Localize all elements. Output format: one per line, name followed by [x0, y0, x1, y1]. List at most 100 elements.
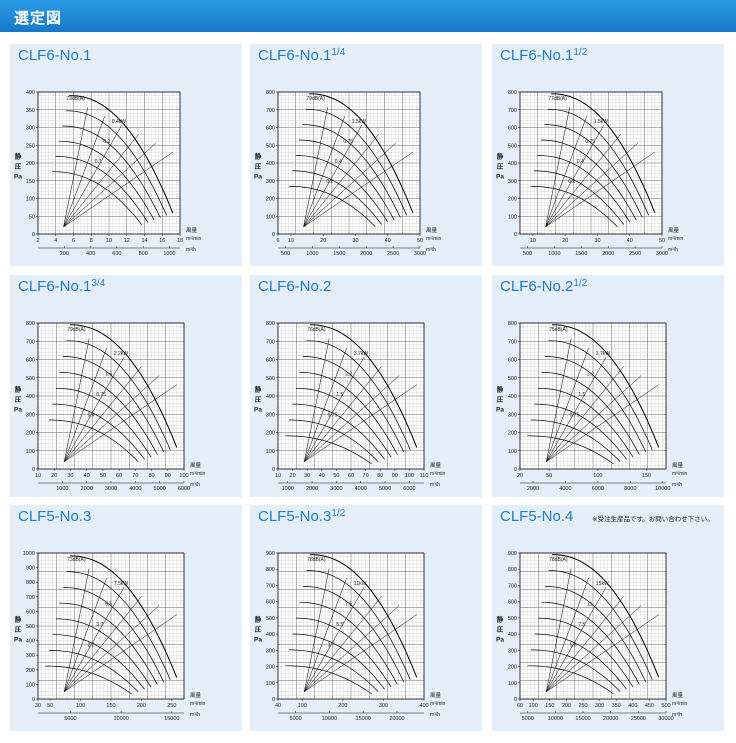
y-axis-label: 静	[497, 385, 504, 394]
grid	[277, 91, 421, 235]
chart-svg: 0 100 200 300 400 500 600 700 800 静圧 Pa 10 20 30 40 50 6…	[14, 321, 205, 492]
y-tick-label: 0	[514, 697, 517, 703]
chart-title-fraction: 1/2	[331, 508, 346, 519]
y-axis-label: 圧	[497, 163, 504, 171]
fan-curve	[285, 665, 372, 695]
x-axis-unit-h: m³/h	[430, 482, 440, 488]
x2-tick-label: 1000	[282, 486, 294, 492]
fan-curve	[295, 617, 392, 688]
x2-tick-label: 2000	[527, 486, 539, 492]
curve-power-label: 0.4	[335, 159, 342, 165]
chart-title-fraction: 1/2	[573, 47, 588, 58]
x2-tick-label: 4000	[559, 486, 571, 492]
resistance-line	[304, 356, 365, 462]
y-tick-label: 800	[508, 321, 517, 327]
resistance-line	[303, 107, 328, 227]
x-tick-label: 250	[578, 703, 587, 709]
resistance-line	[304, 366, 382, 462]
fan-curve	[540, 139, 637, 221]
chart-panel: CLF6-No.1 0 50 100 150 200 250 300 350 400 静圧 Pa 2 4 6…	[10, 44, 242, 266]
resistance-lines	[304, 338, 417, 462]
y-tick-label: 500	[508, 376, 517, 382]
curve-power-label: 2.2	[587, 372, 594, 378]
chart-title-base: CLF6-No.1	[500, 47, 574, 64]
x2-tick-label: 400	[86, 251, 95, 257]
y-tick-label: 200	[508, 431, 517, 437]
resistance-line	[303, 125, 362, 228]
resistance-line	[304, 375, 400, 462]
fan-curve	[552, 324, 660, 448]
x-tick-label: 200	[562, 703, 571, 709]
y-axis-label: 圧	[15, 396, 22, 404]
y-tick-label: 800	[508, 90, 517, 96]
chart-svg: 0 100 200 300 400 500 600 700 800 静圧 Pa 6 10 20 30 40 50…	[254, 90, 441, 257]
fan-curve	[55, 156, 149, 223]
y-tick-label: 200	[266, 665, 275, 671]
x-tick-label: 16	[159, 238, 165, 244]
x-axis-label: 風量	[672, 462, 684, 469]
x-tick-label: 100	[405, 473, 414, 479]
chart-title-fraction: 1/4	[331, 47, 346, 58]
y-tick-label: 500	[266, 616, 275, 622]
x-axis-unit-min: m³/min	[430, 701, 445, 707]
fan-curve	[52, 403, 145, 460]
x-tick-label: 14	[141, 238, 147, 244]
curve-power-label: 0.2	[326, 179, 333, 185]
chart-svg: 0 100 200 300 400 500 600 700 800 900 静圧 Pa 60 100 150…	[496, 551, 687, 722]
fan-curve	[534, 403, 627, 460]
resistance-line	[303, 116, 345, 227]
y-tick-label: 400	[26, 394, 35, 400]
resistance-line	[304, 384, 417, 462]
resistance-line	[64, 568, 90, 692]
fan-curve	[552, 554, 660, 678]
x-tick-label: 10	[106, 238, 112, 244]
grid	[277, 322, 425, 470]
x2-tick-label: 15000	[575, 716, 590, 722]
y-tick-label: 600	[508, 358, 517, 364]
curve-power-label: 0.4	[577, 159, 584, 165]
resistance-lines	[303, 107, 414, 228]
y-tick-label: 600	[266, 358, 275, 364]
curve-power-label: 7.5	[345, 602, 352, 608]
chart-panel: CLF6-No.11/4 0 100 200 300 400 500 600 700 800 静圧 P…	[250, 44, 482, 266]
fan-curve	[541, 372, 640, 455]
fan-curve	[69, 95, 174, 214]
fan-curve	[56, 387, 152, 458]
curve-power-label: 5.5	[105, 602, 112, 608]
y-tick-label: 400	[26, 90, 35, 96]
x2-tick-label: 5000	[154, 486, 166, 492]
x-tick-label: 40	[84, 473, 90, 479]
y-axis-label: 静	[497, 152, 504, 161]
x-tick-label: 20	[290, 473, 296, 479]
resistance-line	[545, 107, 570, 227]
curve-power-label: 2.2	[345, 372, 352, 378]
chart-title: CLF6-No.13/4	[18, 278, 105, 295]
fan-curve	[537, 155, 631, 223]
y-tick-label: 0	[32, 697, 35, 703]
x2-tick-label: 8000	[624, 486, 636, 492]
resistance-line	[304, 614, 417, 692]
chart-title-base: CLF6-No.1	[258, 47, 332, 64]
y-tick-label: 200	[508, 665, 517, 671]
x-tick-label: 100	[179, 473, 188, 479]
chart-svg: 0 100 200 300 400 500 600 700 800 900 1000 静圧 Pa 30 50…	[14, 551, 205, 722]
x-tick-label: 400	[628, 703, 637, 709]
x-axis-unit-min: m³/min	[426, 236, 441, 242]
chart-note: ※受注生産品です。お問い合わせ下さい。	[592, 516, 714, 523]
x2-tick-label: 3000	[105, 486, 117, 492]
y-axis-label: 静	[255, 385, 262, 394]
y-tick-label: 900	[508, 551, 517, 557]
fan-curve	[62, 125, 161, 218]
chart-svg: 0 50 100 150 200 250 300 350 400 静圧 Pa 2 4 6 8 10 12 14 16…	[14, 90, 201, 257]
fan-curve	[551, 93, 656, 214]
chart-title-base: CLF5-No.3	[18, 508, 92, 525]
curve-power-label: 11kW	[354, 581, 367, 587]
fan-curve	[306, 340, 411, 450]
resistance-line	[546, 384, 659, 462]
y-tick-label: 400	[266, 161, 275, 167]
curve-power-label: 0.75	[328, 412, 338, 418]
resistance-line	[546, 375, 642, 462]
x-tick-label: 2	[36, 238, 39, 244]
x-axis-unit-min: m³/min	[186, 236, 201, 242]
resistance-line	[304, 605, 400, 692]
